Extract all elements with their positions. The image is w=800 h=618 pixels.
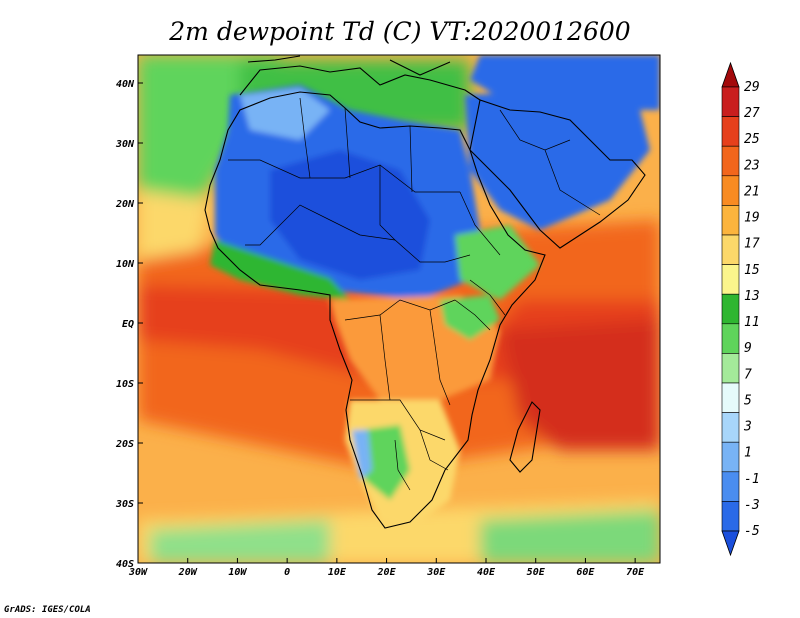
colorbar-swatch — [721, 116, 740, 147]
colorbar-swatch — [721, 86, 740, 117]
colorbar-swatch — [721, 353, 740, 384]
colorbar-swatch — [721, 471, 740, 502]
africa-coastline — [204, 91, 546, 529]
sahara-core — [270, 150, 430, 280]
colorbar: 29 27 25 23 21 19 17 15 13 11 9 7 5 3 1 -1 -3 -5 — [721, 61, 760, 557]
border-south — [350, 399, 449, 491]
country-borders — [228, 97, 601, 491]
border-west-africa — [245, 204, 471, 263]
indian-ocean-warm — [500, 320, 660, 450]
y-tick-label: 20S — [115, 439, 134, 450]
colorbar-label: 29 — [744, 80, 760, 95]
border-north — [299, 97, 413, 241]
x-tick-label: 10E — [328, 567, 347, 578]
sahel-green — [210, 240, 350, 300]
colorbar-label: 15 — [744, 263, 760, 278]
arabia-dry-region — [465, 90, 650, 230]
middle-east-dry — [470, 55, 660, 110]
y-tick-label: 10S — [116, 379, 134, 390]
x-tick-label: 30E — [426, 567, 446, 578]
coastlines — [204, 55, 646, 529]
y-tick-label: 40S — [116, 559, 134, 570]
y-tick-label: 30S — [115, 499, 134, 510]
colorbar-swatch — [721, 175, 740, 206]
axis-ticks: 30W 20W 10W 0 10E 20E 30E 40E 50E 60E 70E 40N 30N 20N… — [115, 79, 645, 578]
kalahari-green — [360, 425, 410, 500]
y-tick-label: EQ — [122, 319, 134, 330]
colorbar-label: -5 — [744, 524, 760, 539]
horn-green — [455, 225, 540, 300]
x-tick-label: 30W — [128, 567, 148, 578]
colorbar-label: 27 — [744, 106, 760, 121]
southern-indian-green — [480, 510, 660, 563]
grads-credit: GrADS: IGES/COLA — [4, 605, 91, 615]
x-tick-label: 50E — [527, 567, 546, 578]
colorbar-min-arrow — [721, 530, 740, 557]
southern-atlantic-green — [150, 520, 330, 563]
x-tick-label: 70E — [626, 567, 645, 578]
east-africa-green — [440, 295, 500, 340]
colorbar-label: 5 — [744, 393, 752, 408]
madagascar-coastline — [509, 401, 541, 473]
x-tick-label: 10W — [228, 567, 247, 578]
colorbar-label: -1 — [744, 472, 760, 487]
colorbar-label: 7 — [744, 367, 752, 382]
arabia-coastline — [469, 99, 646, 249]
map-panel — [138, 55, 660, 563]
x-tick-label: 20E — [377, 567, 397, 578]
y-tick-label: 10N — [116, 259, 135, 270]
colorbar-label: 11 — [744, 315, 760, 330]
colorbar-label: 23 — [744, 158, 760, 173]
colorbar-label: -3 — [744, 498, 760, 513]
colorbar-swatch — [721, 412, 740, 443]
x-tick-label: 0 — [284, 567, 290, 578]
europe-coastline — [247, 55, 451, 76]
colorbar-label: 13 — [744, 289, 760, 304]
colorbar-label: 25 — [744, 132, 760, 147]
colorbar-label: 3 — [743, 420, 752, 435]
colorbar-swatch — [721, 441, 740, 473]
mediterranean-coastline — [239, 65, 481, 101]
namib-blue — [352, 430, 372, 480]
y-tick-label: 40N — [116, 79, 135, 90]
colorbar-swatch — [721, 293, 740, 325]
colorbar-swatch — [721, 323, 740, 354]
colorbar-label: 19 — [744, 211, 760, 226]
border-mideast — [499, 109, 601, 216]
border-sahel — [228, 159, 460, 193]
colorbar-swatch — [721, 205, 740, 236]
colorbar-label: 17 — [744, 237, 760, 252]
colorbar-max-arrow — [721, 61, 740, 88]
border-central — [344, 299, 456, 406]
border-east — [454, 191, 506, 331]
x-tick-label: 20W — [178, 567, 198, 578]
colorbar-label: 21 — [744, 184, 760, 199]
colorbar-swatch — [721, 501, 740, 532]
colorbar-label: 9 — [744, 341, 752, 356]
y-tick-label: 20N — [115, 199, 135, 210]
y-tick-label: 30N — [115, 139, 135, 150]
colorbar-swatch — [721, 145, 740, 177]
colorbar-swatch — [721, 234, 740, 265]
map-frame — [137, 54, 661, 564]
colorbar-label: 1 — [744, 446, 752, 461]
map-title: 2m dewpoint Td (C) VT:2020012600 — [168, 17, 631, 46]
north-atlantic-yellow — [138, 190, 210, 260]
x-tick-label: 60E — [576, 567, 595, 578]
x-tick-label: 40E — [477, 567, 496, 578]
colorbar-swatch — [721, 382, 740, 413]
colorbar-swatch — [721, 264, 740, 295]
